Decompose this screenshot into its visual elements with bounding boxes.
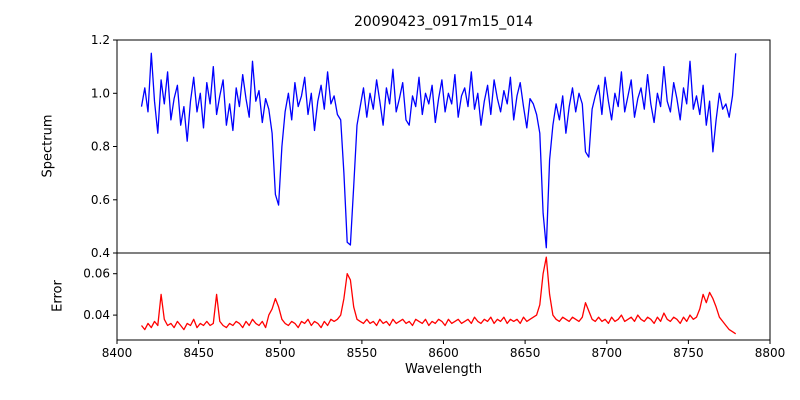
error-panel-frame (116, 252, 771, 341)
spectrum-line (140, 52, 737, 249)
x-tick-label: 8500 (265, 346, 296, 360)
x-tick-label: 8400 (102, 346, 133, 360)
y-tick-label: 0.8 (91, 140, 110, 154)
x-tick-label: 8700 (592, 346, 623, 360)
wavelength-x-axis-label: Wavelength (404, 362, 483, 377)
x-tick-label: 8550 (347, 346, 378, 360)
error-y-axis-label: Error (50, 280, 66, 312)
x-tick-label: 8750 (673, 346, 704, 360)
y-tick-label: 1.2 (91, 33, 110, 47)
x-tick-label: 8450 (183, 346, 214, 360)
plot-title: 20090423_0917m15_014 (353, 14, 534, 30)
y-tick-label: 0.04 (83, 308, 110, 322)
y-tick-label: 0.4 (91, 246, 110, 260)
x-tick-label: 8600 (428, 346, 459, 360)
x-tick-label: 8650 (510, 346, 541, 360)
y-tick-label: 1.0 (91, 86, 110, 100)
spectrum-panel-frame (116, 39, 771, 254)
spectrum-y-axis-label: Spectrum (40, 114, 56, 178)
x-tick-label: 8800 (755, 346, 786, 360)
y-tick-label: 0.06 (83, 267, 110, 281)
y-tick-label: 0.6 (91, 193, 110, 207)
error-line (140, 256, 737, 335)
